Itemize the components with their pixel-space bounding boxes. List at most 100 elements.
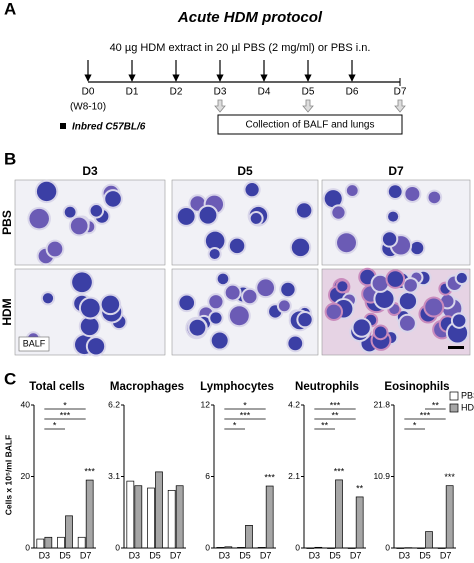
bar	[155, 471, 163, 549]
x-tick-label: D7	[80, 550, 92, 560]
nucleus	[388, 211, 399, 222]
nucleus	[105, 191, 121, 207]
nucleus	[332, 206, 345, 219]
bar	[417, 547, 425, 549]
nucleus	[199, 206, 217, 224]
bar	[65, 515, 73, 549]
panel-label: B	[4, 149, 16, 168]
significance: ***	[330, 400, 341, 410]
nucleus	[346, 185, 358, 196]
nucleus	[72, 272, 92, 293]
y-tick-label: 40	[21, 399, 31, 409]
nucleus	[80, 317, 99, 336]
significance: **	[331, 410, 339, 420]
nucleus	[80, 298, 100, 318]
day-label: D6	[346, 87, 359, 98]
significance: ***	[84, 466, 95, 476]
x-tick-label: D7	[440, 550, 452, 560]
nucleus	[229, 238, 245, 254]
nucleus	[326, 304, 342, 320]
x-tick-label: D5	[329, 550, 341, 560]
bar	[404, 547, 413, 549]
x-tick-label: D3	[399, 550, 411, 560]
bar	[396, 547, 405, 549]
day-label: D2	[170, 87, 183, 98]
x-tick-label: D7	[170, 550, 182, 560]
x-tick-label: D5	[419, 550, 431, 560]
chart-title: Eosinophils	[384, 381, 449, 393]
significance: ***	[60, 410, 71, 420]
significance: *	[243, 400, 247, 410]
significance: ***	[240, 410, 251, 420]
nucleus	[278, 300, 290, 312]
bar	[224, 546, 233, 549]
nucleus	[225, 285, 240, 300]
x-tick-label: D3	[129, 550, 141, 560]
bar	[77, 536, 86, 549]
legend-label: HDM	[461, 402, 474, 412]
nucleus	[209, 295, 223, 309]
significance: *	[53, 420, 57, 430]
panel-label: A	[4, 0, 16, 18]
bar	[437, 547, 446, 549]
nucleus	[296, 203, 312, 218]
day-label: D4	[258, 87, 271, 98]
y-tick-label: 21.8	[373, 399, 390, 409]
nucleus	[87, 338, 105, 355]
column-label: D5	[237, 164, 253, 178]
protocol-title: Acute HDM protocol	[177, 9, 323, 26]
nucleus	[101, 295, 120, 314]
nucleus	[387, 271, 404, 287]
day-label: D3	[214, 87, 227, 98]
x-tick-label: D5	[59, 550, 71, 560]
x-tick-label: D3	[309, 550, 321, 560]
bar	[237, 547, 245, 549]
nucleus	[211, 332, 228, 349]
age: (W8-10)	[70, 102, 106, 113]
bar	[36, 538, 45, 549]
legend-swatch	[449, 403, 459, 413]
sample-label: BALF	[23, 338, 46, 348]
collection-arrow	[302, 99, 314, 113]
y-tick-label: 6	[205, 471, 210, 481]
bar	[126, 480, 135, 549]
bar	[245, 525, 253, 549]
y-tick-label: 4.2	[288, 399, 300, 409]
chart-title: Macrophages	[110, 381, 184, 393]
nucleus	[405, 186, 420, 201]
column-label: D7	[388, 164, 404, 178]
nucleus	[29, 208, 49, 229]
x-tick-label: D5	[149, 550, 161, 560]
bar	[134, 485, 143, 549]
bar	[327, 547, 335, 549]
nucleus	[382, 232, 397, 246]
nucleus	[425, 298, 443, 316]
row-label: PBS	[0, 210, 14, 235]
nucleus	[298, 312, 312, 327]
chart-title: Total cells	[29, 381, 84, 393]
bar	[265, 485, 274, 549]
nucleus	[210, 312, 222, 324]
nucleus	[229, 306, 249, 326]
nucleus	[64, 206, 76, 218]
y-tick-label: 10.9	[373, 471, 390, 481]
legend-label: PBS	[461, 390, 474, 400]
nucleus	[205, 231, 225, 251]
day-label: D7	[394, 87, 407, 98]
significance: ***	[420, 410, 431, 420]
collection-arrow	[214, 99, 226, 113]
treatment: 40 µg HDM extract in 20 µl PBS (2 mg/ml)…	[110, 42, 371, 54]
significance: ***	[264, 472, 275, 482]
row-label: HDM	[0, 298, 14, 325]
nucleus	[36, 181, 57, 202]
significance: **	[432, 400, 440, 410]
panel-label: C	[4, 369, 16, 388]
day-label: D1	[126, 87, 139, 98]
nucleus	[399, 293, 417, 310]
nucleus	[288, 336, 303, 351]
bullet	[60, 123, 66, 129]
nucleus	[372, 275, 388, 291]
significance: *	[63, 400, 67, 410]
x-tick-label: D7	[260, 550, 272, 560]
